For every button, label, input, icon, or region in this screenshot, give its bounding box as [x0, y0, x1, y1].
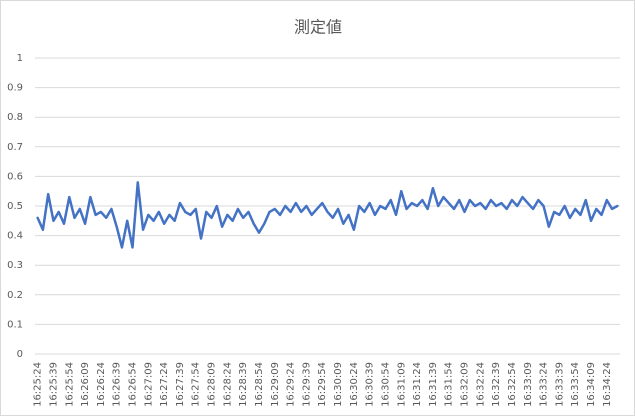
x-tick-label: 16:29:09: [270, 362, 281, 407]
y-tick-label: 0.6: [7, 171, 23, 182]
data-line: [36, 181, 619, 249]
x-tick-label: 16:27:09: [143, 362, 154, 407]
y-tick-label: 0.7: [7, 142, 23, 153]
x-tick-label: 16:28:09: [207, 362, 218, 407]
y-tick-label: 0.8: [7, 112, 23, 123]
x-tick-label: 16:31:54: [444, 362, 455, 407]
x-tick-label: 16:29:24: [286, 362, 297, 407]
x-tick-label: 16:33:24: [539, 362, 550, 407]
x-tick-label: 16:27:39: [175, 362, 186, 407]
x-tick-label: 16:33:09: [523, 362, 534, 407]
x-tick-label: 16:30:39: [365, 362, 376, 407]
x-tick-label: 16:28:54: [254, 362, 265, 407]
y-tick-label: 1: [17, 53, 23, 64]
x-tick-label: 16:32:24: [475, 362, 486, 407]
x-tick-label: 16:25:54: [64, 362, 75, 407]
y-tick-label: 0.1: [7, 319, 23, 330]
x-tick-label: 16:28:39: [238, 362, 249, 407]
x-tick-label: 16:26:54: [128, 362, 139, 407]
y-tick-label: 0.2: [7, 290, 23, 301]
x-tick-label: 16:27:24: [159, 362, 170, 407]
x-tick-label: 16:32:54: [507, 362, 518, 407]
x-tick-label: 16:34:24: [602, 362, 613, 407]
chart-title: 測定値: [294, 18, 342, 37]
y-tick-label: 0.3: [7, 260, 23, 271]
x-tick-label: 16:29:54: [317, 362, 328, 407]
x-tick-label: 16:27:54: [191, 362, 202, 407]
x-tick-label: 16:34:09: [586, 362, 597, 407]
x-tick-label: 16:26:39: [112, 362, 123, 407]
y-tick-label: 0.5: [7, 201, 23, 212]
x-tick-label: 16:25:39: [48, 362, 59, 407]
y-tick-label: 0: [17, 349, 23, 360]
x-tick-label: 16:26:24: [96, 362, 107, 407]
x-tick-label: 16:26:09: [80, 362, 91, 407]
x-tick-label: 16:31:09: [396, 362, 407, 407]
x-tick-label: 16:33:54: [570, 362, 581, 407]
x-tick-label: 16:30:54: [380, 362, 391, 407]
x-tick-label: 16:31:24: [412, 362, 423, 407]
x-tick-label: 16:32:09: [460, 362, 471, 407]
x-tick-label: 16:33:39: [554, 362, 565, 407]
x-tick-label: 16:25:24: [33, 362, 44, 407]
x-tick-label: 16:31:39: [428, 362, 439, 407]
y-tick-label: 0.9: [7, 83, 23, 94]
x-tick-label: 16:30:24: [349, 362, 360, 407]
y-tick-label: 0.4: [7, 231, 23, 242]
x-tick-label: 16:28:24: [222, 362, 233, 407]
x-tick-label: 16:29:39: [301, 362, 312, 407]
x-tick-label: 16:30:09: [333, 362, 344, 407]
x-tick-label: 16:32:39: [491, 362, 502, 407]
